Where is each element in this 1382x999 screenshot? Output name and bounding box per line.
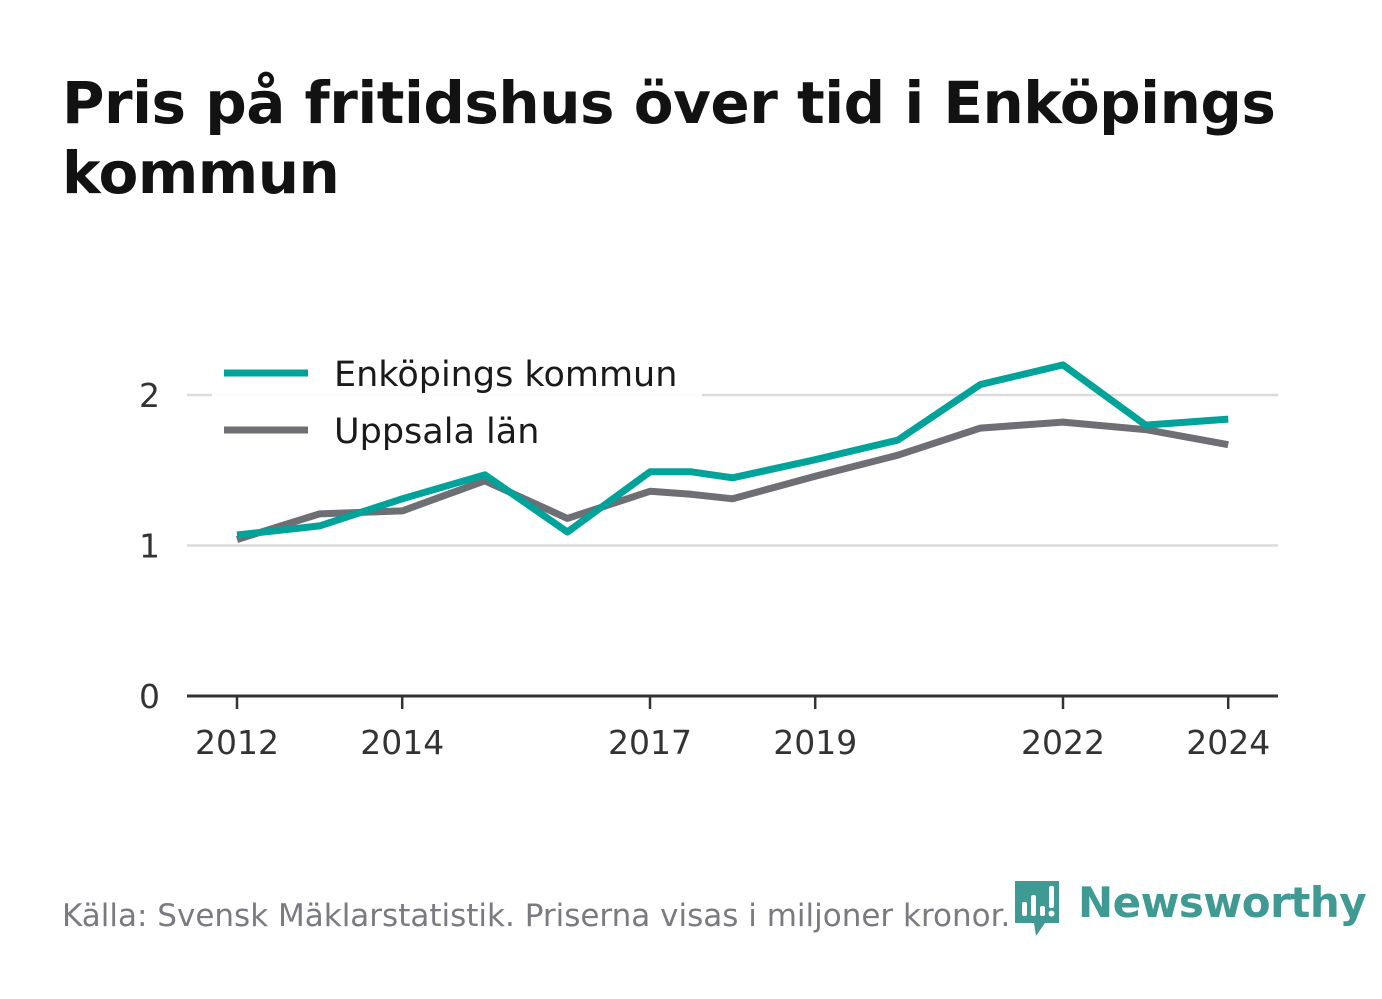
y-tick-label: 2	[139, 376, 160, 415]
y-axis-ticks: 0 1 2	[139, 376, 160, 716]
x-tick-label: 2019	[773, 723, 857, 762]
newsworthy-logo-icon	[1015, 881, 1059, 936]
chart-title: Pris på fritidshus över tid i Enköpings …	[62, 69, 1276, 207]
newsworthy-brand[interactable]: Newsworthy	[1012, 878, 1367, 940]
legend-background	[212, 345, 702, 463]
series-line	[236, 361, 1229, 539]
x-tick-label: 2012	[195, 723, 279, 762]
legend-label: Enköpings kommun	[334, 355, 677, 395]
legend: Enköpings kommun Uppsala län	[212, 345, 702, 463]
x-axis-ticks: 2012 2014 2017 2019 2022 2024	[195, 696, 1270, 762]
source-note: Källa: Svensk Mäklarstatistik. Priserna …	[62, 898, 1011, 934]
series-line	[235, 418, 1229, 543]
y-tick-label: 1	[139, 527, 160, 566]
x-tick-label: 2022	[1021, 723, 1105, 762]
x-tick-label: 2014	[360, 723, 444, 762]
legend-label: Uppsala län	[334, 412, 539, 452]
brand-name: Newsworthy	[1078, 878, 1367, 927]
y-tick-label: 0	[139, 677, 160, 716]
x-tick-label: 2017	[608, 723, 692, 762]
data-series	[235, 361, 1229, 543]
x-tick-label: 2024	[1186, 723, 1270, 762]
